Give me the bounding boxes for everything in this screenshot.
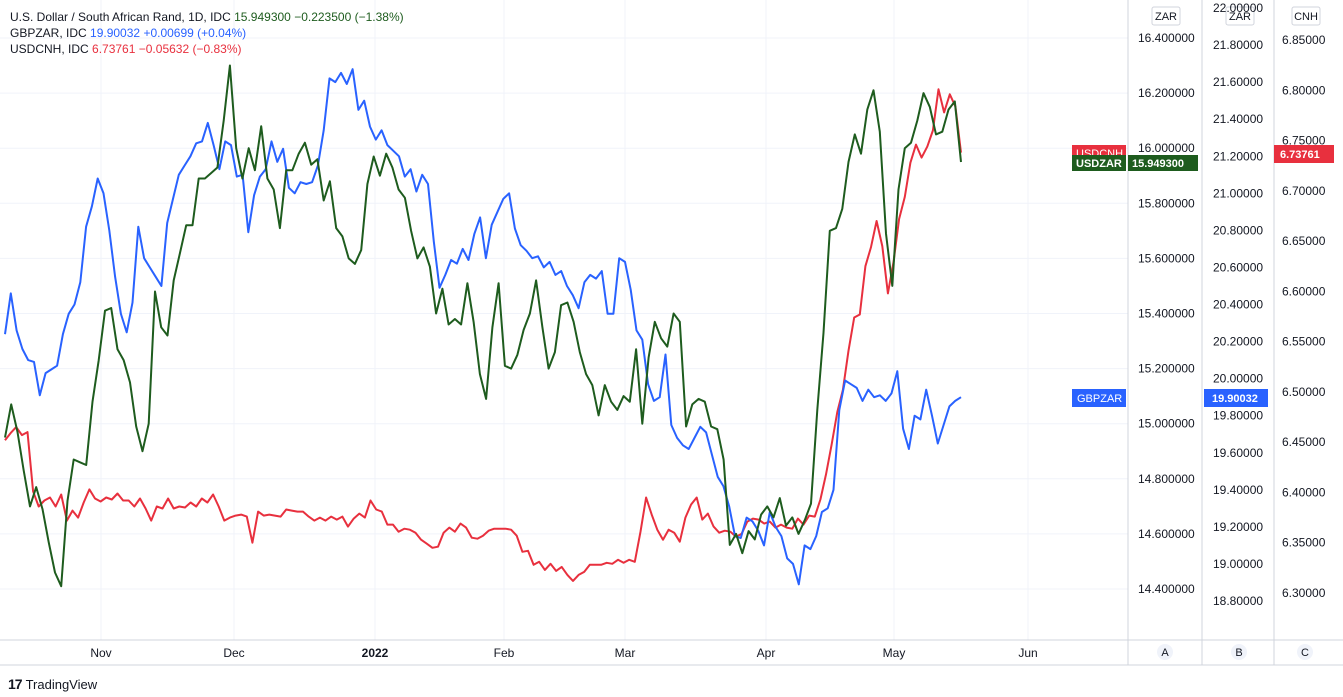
price-tick-label: 19.00000: [1213, 557, 1263, 571]
time-tick-label: Feb: [494, 646, 515, 660]
price-tick-label: 16.400000: [1138, 31, 1195, 45]
axis-a-letter-circle[interactable]: [1157, 644, 1173, 660]
price-tick-label: 6.65000: [1282, 234, 1326, 248]
legend-usdcnh-value: 6.73761: [92, 42, 136, 56]
price-tick-label: 19.40000: [1213, 483, 1263, 497]
price-tick-label: 6.80000: [1282, 83, 1326, 97]
legend-usdcnh-symbol: USDCNH, IDC: [10, 42, 89, 56]
axis-a-letter: A: [1161, 647, 1169, 659]
price-tick-label: 6.60000: [1282, 284, 1326, 298]
price-tick-label: 19.60000: [1213, 446, 1263, 460]
legend-gbpzar-symbol: GBPZAR, IDC: [10, 26, 87, 40]
legend-row-usdzar[interactable]: U.S. Dollar / South African Rand, 1D, ID…: [10, 9, 404, 25]
gbpzar-tag-text: GBPZAR: [1077, 393, 1122, 405]
axis-c-letter: C: [1301, 647, 1309, 659]
axis-b-ticks: 22.00000 21.80000 21.60000 21.40000 21.20000…: [1213, 1, 1263, 608]
price-tick-label: 20.40000: [1213, 298, 1263, 312]
legend-usdzar-value: 15.949300: [234, 10, 291, 24]
price-tick-label: 6.50000: [1282, 385, 1326, 399]
usdzar-tag-text: USDZAR: [1076, 158, 1122, 170]
price-tick-label: 6.30000: [1282, 586, 1326, 600]
price-tick-label: 14.400000: [1138, 582, 1195, 596]
axis-c-ticks: 6.85000 6.80000 6.75000 6.70000 6.65000 6.600…: [1282, 33, 1326, 600]
price-tick-label: 21.40000: [1213, 112, 1263, 126]
time-tick-label: 2022: [362, 646, 389, 660]
price-tick-label: 22.00000: [1213, 1, 1263, 15]
time-tick-label: Dec: [223, 646, 244, 660]
axis-a-ticks: 16.400000 16.200000 16.000000 15.800000 15.6…: [1138, 31, 1195, 596]
chart-legend: U.S. Dollar / South African Rand, 1D, ID…: [10, 9, 404, 57]
price-tick-label: 20.60000: [1213, 260, 1263, 274]
legend-row-usdcnh[interactable]: USDCNH, IDC 6.73761 −0.05632 (−0.83%): [10, 41, 404, 57]
axis-a-currency-box[interactable]: [1151, 6, 1181, 26]
price-tick-label: 16.200000: [1138, 86, 1195, 100]
time-tick-label: Apr: [757, 646, 776, 660]
usdcnh-value-text: 6.73761: [1280, 149, 1320, 161]
legend-gbpzar-value: 19.90032: [90, 26, 141, 40]
price-tick-label: 6.35000: [1282, 536, 1326, 550]
time-tick-label: Mar: [615, 646, 636, 660]
price-tick-label: 6.40000: [1282, 485, 1326, 499]
gbpzar-value-text: 19.90032: [1212, 393, 1258, 405]
price-tick-label: 14.800000: [1138, 472, 1195, 486]
price-tick-label: 19.20000: [1213, 520, 1263, 534]
usdcnh-value-tag: 6.73761: [1274, 145, 1334, 163]
legend-usdcnh-change: −0.05632 (−0.83%): [138, 42, 242, 56]
price-tick-label: 21.00000: [1213, 186, 1263, 200]
legend-row-gbpzar[interactable]: GBPZAR, IDC 19.90032 +0.00699 (+0.04%): [10, 25, 404, 41]
axis-c-currency: CNH: [1294, 11, 1318, 23]
axis-a-currency: ZAR: [1155, 11, 1177, 23]
price-tick-label: 21.80000: [1213, 38, 1263, 52]
time-tick-label: May: [883, 646, 906, 660]
price-tick-label: 6.55000: [1282, 335, 1326, 349]
price-tick-label: 6.85000: [1282, 33, 1326, 47]
price-tick-label: 21.20000: [1213, 149, 1263, 163]
gbpzar-value-tag: 19.90032: [1204, 389, 1268, 407]
usdzar-value-text: 15.949300: [1132, 158, 1184, 170]
price-tick-label: 14.600000: [1138, 527, 1195, 541]
price-tick-label: 6.70000: [1282, 184, 1326, 198]
time-tick-label: Jun: [1018, 646, 1037, 660]
series-layer: [4, 64, 962, 588]
legend-usdzar-symbol: U.S. Dollar / South African Rand, 1D, ID…: [10, 10, 231, 24]
price-tick-label: 20.20000: [1213, 335, 1263, 349]
price-tick-label: 21.60000: [1213, 75, 1263, 89]
price-tick-label: 15.800000: [1138, 196, 1195, 210]
price-tick-label: 15.600000: [1138, 251, 1195, 265]
gbpzar-tag-left: GBPZAR: [1072, 389, 1126, 407]
price-tick-label: 16.000000: [1138, 141, 1195, 155]
price-tick-label: 15.200000: [1138, 362, 1195, 376]
price-tick-label: 20.80000: [1213, 223, 1263, 237]
price-tick-label: 6.45000: [1282, 435, 1326, 449]
usdzar-value-tag: 15.949300: [1128, 155, 1198, 171]
series-line-gbpzar: [4, 68, 962, 586]
price-tick-label: 18.80000: [1213, 594, 1263, 608]
price-tick-label: 15.000000: [1138, 417, 1195, 431]
legend-usdzar-change: −0.223500 (−1.38%): [294, 10, 404, 24]
time-tick-label: Nov: [90, 646, 111, 660]
price-tick-label: 20.00000: [1213, 372, 1263, 386]
tradingview-logo-icon: 17: [8, 676, 23, 692]
usdzar-tag-left: USDZAR: [1072, 155, 1126, 171]
axis-b-currency: ZAR: [1229, 11, 1251, 23]
tradingview-logo[interactable]: 17 TradingView: [8, 676, 97, 692]
price-tick-label: 6.75000: [1282, 134, 1326, 148]
axis-c-letter-circle[interactable]: [1297, 644, 1313, 660]
price-tick-label: 15.400000: [1138, 307, 1195, 321]
price-tick-label: 19.80000: [1213, 409, 1263, 423]
time-axis-ticks: Nov Dec 2022 Feb Mar Apr May Jun: [90, 646, 1037, 660]
series-line-usdcnh: [4, 88, 962, 582]
series-line-usdzar: [4, 64, 962, 588]
axis-b-letter-circle[interactable]: [1231, 644, 1247, 660]
axis-b-letter: B: [1235, 647, 1242, 659]
axis-b-currency-box[interactable]: [1225, 6, 1255, 26]
axis-c-currency-box[interactable]: [1291, 6, 1321, 26]
legend-gbpzar-change: +0.00699 (+0.04%): [143, 26, 247, 40]
tradingview-brand: TradingView: [25, 676, 98, 692]
